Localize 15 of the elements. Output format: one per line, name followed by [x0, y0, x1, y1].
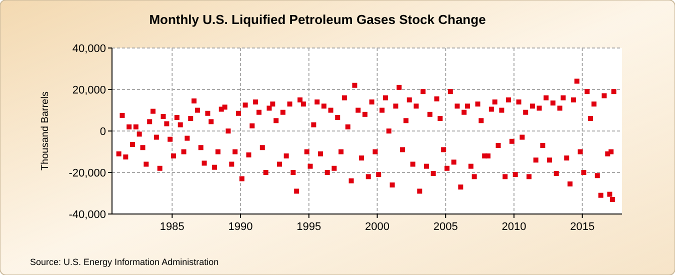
x-tick-label: 1990	[228, 221, 253, 233]
y-axis-title: Thousand Barrels	[40, 92, 51, 170]
x-tick-label: 2005	[433, 221, 458, 233]
y-tick-label: -40,000	[68, 209, 106, 221]
x-tick-label: 2010	[502, 221, 526, 233]
y-tick-label: 40,000	[72, 43, 106, 55]
y-tick-label: -20,000	[68, 168, 106, 180]
y-tick-label: 0	[100, 126, 106, 138]
chart-title: Monthly U.S. Liquified Petroleum Gases Stock Change	[149, 12, 486, 27]
x-tick-label: 1995	[296, 221, 322, 233]
source-note: Source: U.S. Energy Information Administration	[30, 257, 219, 267]
x-tick-label: 2000	[365, 221, 390, 233]
x-tick-label: 1985	[160, 221, 184, 233]
y-tick-label: 20,000	[72, 84, 106, 96]
x-tick-label: 2015	[570, 221, 595, 233]
